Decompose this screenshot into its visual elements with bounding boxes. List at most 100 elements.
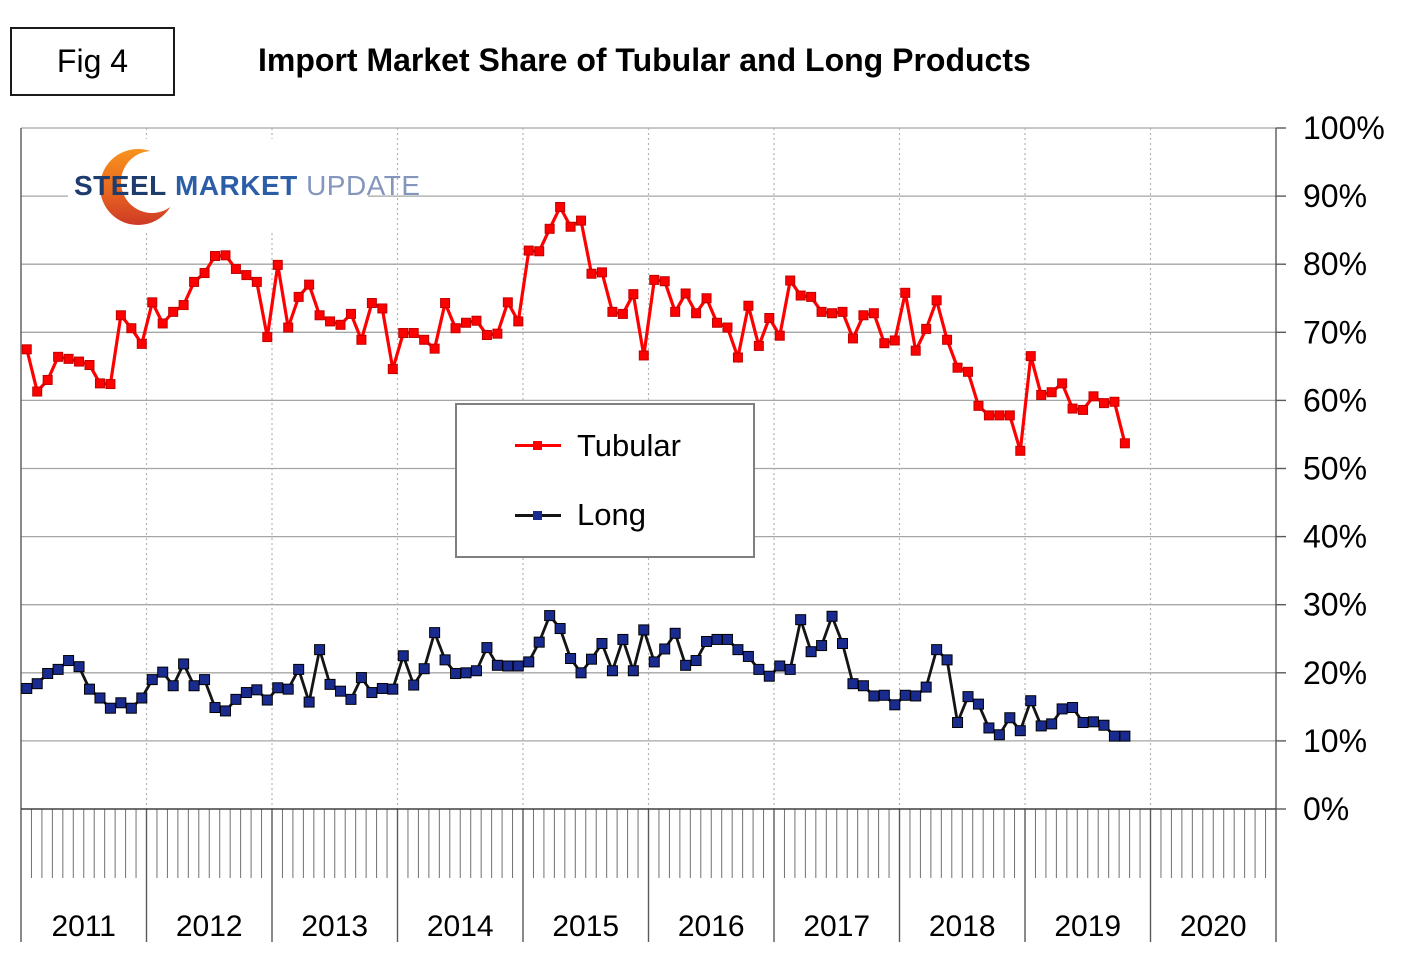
tubular-series-marker	[722, 322, 733, 333]
tubular-series-marker	[32, 386, 43, 397]
tubular-series-marker	[795, 290, 806, 301]
long-series-marker	[742, 650, 754, 662]
tubular-series-marker	[889, 335, 900, 346]
tubular-series-marker	[764, 312, 775, 323]
long-series-marker	[826, 610, 838, 622]
tubular-series-marker	[544, 223, 555, 234]
long-series-marker	[721, 633, 733, 645]
tubular-series-marker	[450, 323, 461, 334]
long-series-marker	[732, 644, 744, 656]
x-year-label: 2015	[552, 910, 619, 943]
y-tick-label: 80%	[1303, 246, 1367, 282]
long-series-marker	[366, 687, 378, 699]
steel-market-update-logo: STEEL MARKET UPDATE	[68, 139, 420, 233]
long-series-marker	[387, 683, 399, 695]
long-series-marker	[73, 661, 85, 673]
long-series-marker	[261, 694, 273, 706]
y-tick-label: 30%	[1303, 587, 1367, 623]
long-series-marker	[931, 644, 943, 656]
long-series-marker	[816, 640, 828, 652]
tubular-series-marker	[649, 274, 660, 285]
logo-word-steel: STEEL	[74, 170, 167, 201]
tubular-series-marker	[157, 318, 168, 329]
logo-word-market: MARKET	[175, 170, 298, 201]
tubular-series-marker	[921, 323, 932, 334]
tubular-series-marker	[942, 334, 953, 345]
long-series-marker	[230, 693, 242, 705]
x-year-label: 2020	[1180, 910, 1247, 943]
tubular-series-marker	[408, 327, 419, 338]
long-series-marker	[167, 680, 179, 692]
long-series-marker	[125, 702, 137, 714]
tubular-series-marker	[837, 306, 848, 317]
tubular-series-marker	[377, 303, 388, 314]
tubular-series-marker	[1078, 404, 1089, 415]
tubular-series-marker	[565, 221, 576, 232]
tubular-series-marker	[816, 306, 827, 317]
tubular-series-marker	[1015, 445, 1026, 456]
long-series-marker	[680, 659, 692, 671]
long-series-marker	[701, 635, 713, 647]
tubular-series-marker	[21, 344, 32, 355]
long-series-marker	[952, 717, 964, 729]
tubular-series-marker	[461, 317, 472, 328]
tubular-series-marker	[628, 289, 639, 300]
long-series-marker	[648, 656, 660, 668]
long-series-marker	[199, 674, 211, 686]
long-series-marker	[1035, 720, 1047, 732]
long-series-marker	[962, 691, 974, 703]
tubular-series-marker	[189, 276, 200, 287]
long-series-marker	[878, 689, 890, 701]
tubular-series-marker	[220, 250, 231, 261]
long-series	[21, 610, 1131, 742]
tubular-series-marker	[858, 310, 869, 321]
long-series-marker	[544, 610, 556, 622]
long-series-marker	[429, 627, 441, 639]
tubular-series-marker	[429, 343, 440, 354]
x-year-label: 2012	[176, 910, 243, 943]
long-series-marker	[1088, 716, 1100, 728]
tubular-series-marker	[419, 334, 430, 345]
tubular-series-marker	[42, 374, 53, 385]
long-series-marker	[1067, 702, 1079, 714]
x-year-label: 2011	[51, 910, 116, 943]
tubular-series-marker	[638, 350, 649, 361]
long-series-marker	[104, 702, 116, 714]
long-marker-icon	[533, 510, 542, 520]
y-tick-label: 100%	[1303, 110, 1385, 146]
tubular-series-marker	[335, 319, 346, 330]
long-series-marker	[335, 685, 347, 697]
long-series-marker	[84, 683, 96, 695]
tubular-series-marker	[440, 298, 451, 309]
long-series-marker	[627, 665, 639, 677]
long-series-marker	[115, 697, 127, 709]
long-series-marker	[690, 655, 702, 667]
tubular-series-marker	[251, 276, 262, 287]
long-series-marker	[575, 667, 587, 679]
y-tick-label: 90%	[1303, 178, 1367, 214]
x-year-label: 2017	[803, 910, 870, 943]
long-series-marker	[868, 690, 880, 702]
x-year-label: 2014	[427, 910, 494, 943]
tubular-series-marker	[1025, 351, 1036, 362]
long-series-marker	[1014, 725, 1026, 737]
tubular-series-marker	[63, 353, 74, 364]
tubular-series-marker	[53, 351, 64, 362]
tubular-series-marker	[670, 306, 681, 317]
long-series-marker	[303, 696, 315, 708]
tubular-series-marker	[366, 298, 377, 309]
long-series-marker	[481, 642, 493, 654]
tubular-series-marker	[774, 330, 785, 341]
legend-item-tubular: Tubular	[515, 428, 753, 464]
tubular-series-marker	[659, 276, 670, 287]
tubular-series-marker	[115, 310, 126, 321]
long-series-marker	[669, 627, 681, 639]
tubular-series-marker	[1088, 391, 1099, 402]
tubular-series-marker	[555, 201, 566, 212]
long-series-marker	[314, 644, 326, 656]
long-series-marker	[533, 636, 545, 648]
tubular-series-marker	[314, 310, 325, 321]
long-series-marker	[491, 659, 503, 671]
tubular-series-marker	[147, 297, 158, 308]
tubular-series-marker	[753, 340, 764, 351]
